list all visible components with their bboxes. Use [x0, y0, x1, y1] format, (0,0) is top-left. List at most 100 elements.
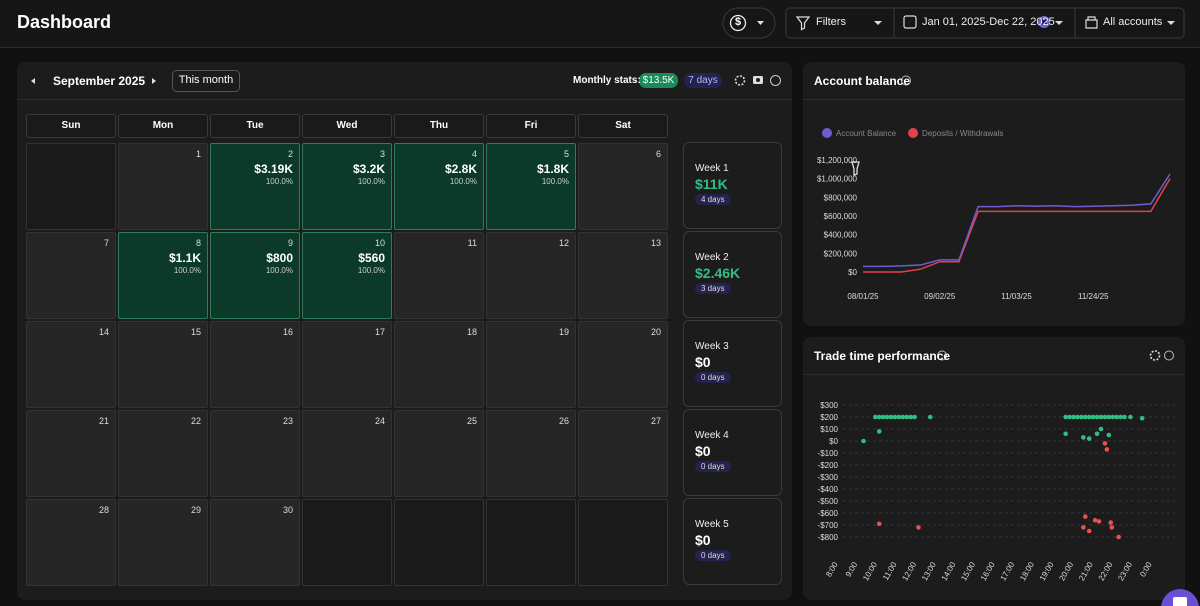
x-tick-label: 10:00: [861, 560, 879, 582]
day-cell[interactable]: [118, 410, 208, 497]
day-cell[interactable]: [210, 143, 300, 230]
day-cell[interactable]: [210, 321, 300, 408]
x-tick-label: 09/02/25: [924, 292, 956, 301]
prev-month[interactable]: [31, 78, 35, 84]
day-cell[interactable]: [26, 232, 116, 319]
this-month-button[interactable]: [172, 70, 240, 92]
stats-value: $13.5K: [642, 75, 675, 86]
y-tick-label: $200,000: [824, 249, 858, 258]
point: [876, 521, 882, 527]
day-cell[interactable]: [118, 321, 208, 408]
weekday-header: Wed: [302, 114, 392, 138]
day-cell[interactable]: [26, 321, 116, 408]
x-tick-label: 15:00: [959, 560, 977, 582]
this-month[interactable]: This month: [178, 74, 234, 86]
day-cell[interactable]: [394, 143, 484, 230]
settings-icon[interactable]: [1149, 350, 1161, 361]
day-cell[interactable]: [302, 321, 392, 408]
info-icon[interactable]: [901, 75, 911, 86]
x-tick-label: 11:00: [881, 560, 899, 582]
weekday-header: Sun: [26, 114, 116, 138]
day-cell[interactable]: [486, 143, 576, 230]
day-cell[interactable]: [394, 410, 484, 497]
weekday-header: Sat: [578, 114, 668, 138]
day-cell[interactable]: [578, 232, 668, 319]
day-cell[interactable]: [394, 321, 484, 408]
info-icon[interactable]: [937, 350, 947, 361]
y-tick-label: $1,000,000: [817, 175, 858, 184]
day-number: 14: [98, 327, 109, 337]
day-number: 3: [379, 149, 385, 159]
filters-label[interactable]: Filters: [816, 16, 846, 28]
day-cell[interactable]: [210, 410, 300, 497]
settings-icon[interactable]: [734, 75, 746, 86]
day-cell[interactable]: [118, 143, 208, 230]
x-tick-label: 18:00: [1018, 560, 1036, 582]
week-pnl: $0: [695, 532, 711, 548]
day-cell[interactable]: [578, 410, 668, 497]
week-days: 0 days: [695, 550, 731, 561]
filter-bar[interactable]: [785, 7, 1185, 39]
accounts-label[interactable]: All accounts: [1103, 16, 1163, 28]
point: [908, 414, 913, 420]
balance-panel: [803, 62, 1185, 326]
x-tick-label: 0:00: [1138, 560, 1154, 578]
point: [1139, 415, 1145, 421]
point: [861, 438, 866, 444]
y-tick-label: -$700: [818, 521, 839, 530]
day-cell[interactable]: [26, 499, 116, 586]
day-number: 13: [650, 238, 661, 248]
day-cell[interactable]: [486, 321, 576, 408]
point: [1106, 432, 1112, 438]
y-tick-label: $300: [820, 401, 838, 410]
day-cell[interactable]: [302, 143, 392, 230]
point: [892, 414, 898, 420]
day-number: 15: [190, 327, 201, 337]
caret: [874, 21, 882, 25]
point: [1063, 431, 1068, 437]
day-cell[interactable]: [210, 499, 300, 586]
week-card: [683, 142, 782, 229]
day-cell[interactable]: [302, 410, 392, 497]
day-cell[interactable]: [486, 410, 576, 497]
point: [876, 414, 882, 420]
legend-marker: [908, 128, 919, 138]
day-number: 8: [195, 238, 201, 248]
day-cell[interactable]: [210, 232, 300, 319]
x-tick-label: 12:00: [900, 560, 918, 582]
day-cell[interactable]: [118, 499, 208, 586]
week-pnl: $11K: [695, 176, 728, 192]
point: [1094, 431, 1100, 437]
day-cell[interactable]: [486, 232, 576, 319]
next-month[interactable]: [152, 78, 156, 84]
day-number: 20: [650, 327, 661, 337]
day-cell: [486, 499, 576, 586]
day-cell[interactable]: [302, 232, 392, 319]
day-number: 12: [558, 238, 569, 248]
day-cell[interactable]: [578, 321, 668, 408]
point: [1092, 517, 1098, 523]
day-percent: 100.0%: [265, 266, 293, 275]
day-cell[interactable]: [26, 410, 116, 497]
point: [896, 414, 902, 420]
day-cell[interactable]: [394, 232, 484, 319]
y-tick-label: $0: [848, 268, 857, 277]
currency-symbol: $: [734, 16, 742, 28]
week-days: 3 days: [695, 283, 731, 294]
day-number: 21: [98, 416, 109, 426]
week-label: Week 3: [695, 341, 729, 352]
day-cell[interactable]: [578, 143, 668, 230]
chat-icon: [1173, 597, 1187, 606]
caret: [1055, 21, 1063, 25]
point: [1081, 525, 1086, 530]
point: [1082, 414, 1088, 420]
point: [1102, 414, 1108, 420]
info-icon[interactable]: [770, 75, 781, 86]
day-cell[interactable]: [118, 232, 208, 319]
point: [1122, 414, 1127, 420]
info-icon[interactable]: [1164, 350, 1174, 361]
point: [880, 414, 886, 420]
point: [884, 414, 890, 420]
date-range[interactable]: Jan 01, 2025-Dec 22, 2025: [922, 16, 1055, 28]
